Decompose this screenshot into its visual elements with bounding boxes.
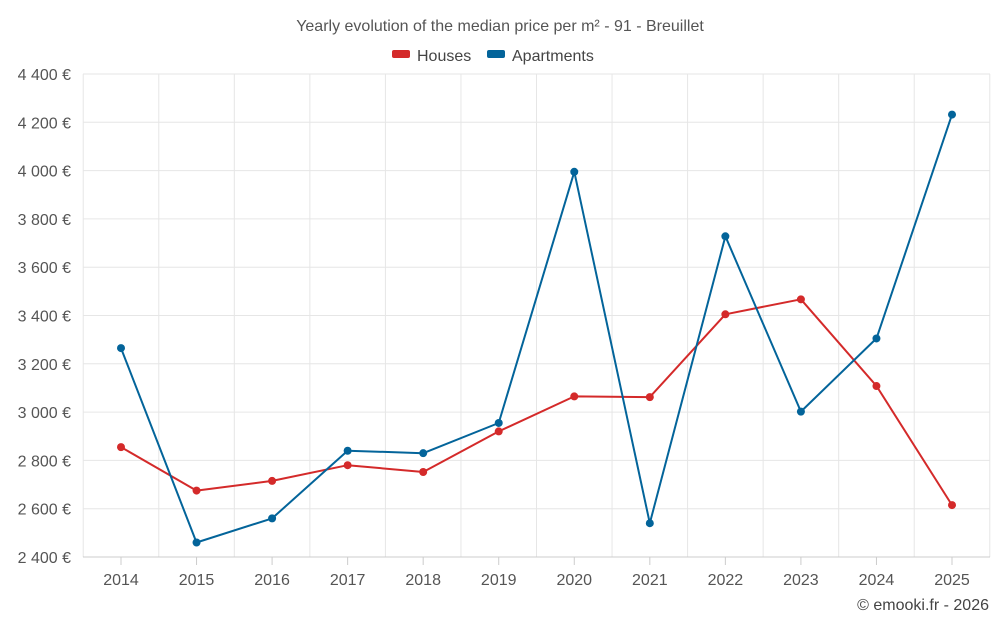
data-point-apartments[interactable] bbox=[872, 334, 881, 343]
data-point-houses[interactable] bbox=[343, 461, 352, 470]
legend-label-houses: Houses bbox=[417, 48, 471, 65]
y-tick-label: 3 200 € bbox=[18, 357, 71, 374]
data-point-apartments[interactable] bbox=[721, 232, 730, 241]
x-tick-label: 2025 bbox=[934, 572, 970, 589]
y-tick-label: 4 400 € bbox=[18, 67, 71, 84]
data-point-apartments[interactable] bbox=[268, 514, 277, 523]
y-tick-label: 2 600 € bbox=[18, 502, 71, 519]
x-tick-label: 2020 bbox=[556, 572, 592, 589]
chart-title: Yearly evolution of the median price per… bbox=[296, 18, 704, 35]
data-point-houses[interactable] bbox=[872, 382, 881, 391]
y-tick-label: 3 400 € bbox=[18, 309, 71, 326]
legend-item-houses[interactable]: Houses bbox=[392, 48, 471, 65]
x-tick-label: 2018 bbox=[405, 572, 441, 589]
y-tick-label: 2 800 € bbox=[18, 453, 71, 470]
data-point-houses[interactable] bbox=[721, 310, 730, 319]
credit-text: © emooki.fr - 2026 bbox=[857, 597, 989, 614]
data-point-houses[interactable] bbox=[570, 392, 579, 401]
legend-item-apartments[interactable]: Apartments bbox=[487, 48, 594, 65]
series-line-apartments bbox=[120, 114, 953, 544]
data-point-houses[interactable] bbox=[268, 476, 277, 485]
data-point-apartments[interactable] bbox=[117, 344, 125, 353]
x-tick-label: 2023 bbox=[783, 572, 819, 589]
data-point-houses[interactable] bbox=[419, 467, 428, 476]
x-tick-label: 2017 bbox=[330, 572, 366, 589]
x-axis-ticks: 2014 2015 2016 2017 2018 2019 2020 2021 2022 2023… bbox=[103, 557, 970, 589]
data-point-apartments[interactable] bbox=[645, 519, 654, 528]
data-point-houses[interactable] bbox=[645, 393, 654, 402]
y-tick-label: 3 600 € bbox=[18, 260, 71, 277]
legend-swatch-apartments bbox=[487, 50, 505, 58]
x-tick-label: 2021 bbox=[632, 572, 668, 589]
legend-label-apartments: Apartments bbox=[512, 48, 594, 65]
data-point-houses[interactable] bbox=[117, 443, 125, 452]
y-tick-label: 3 000 € bbox=[18, 405, 71, 422]
y-tick-label: 3 800 € bbox=[18, 212, 71, 229]
series-line-houses bbox=[120, 298, 953, 506]
y-axis-ticks: 2 400 € 2 600 € 2 800 € 3 000 € 3 200 € 3 400… bbox=[18, 67, 71, 567]
y-tick-label: 4 200 € bbox=[18, 115, 71, 132]
data-point-apartments[interactable] bbox=[419, 449, 428, 458]
legend-swatch-houses bbox=[392, 50, 410, 58]
x-tick-label: 2022 bbox=[708, 572, 744, 589]
data-point-houses[interactable] bbox=[948, 501, 956, 510]
data-point-apartments[interactable] bbox=[948, 110, 956, 119]
x-tick-label: 2016 bbox=[254, 572, 290, 589]
x-tick-label: 2014 bbox=[103, 572, 139, 589]
data-point-houses[interactable] bbox=[494, 427, 503, 436]
x-tick-label: 2019 bbox=[481, 572, 517, 589]
data-point-apartments[interactable] bbox=[570, 167, 579, 176]
grid bbox=[82, 73, 991, 558]
data-point-apartments[interactable] bbox=[343, 446, 352, 455]
legend: Houses Apartments bbox=[392, 48, 594, 65]
data-point-apartments[interactable] bbox=[796, 407, 805, 416]
y-tick-label: 4 000 € bbox=[18, 164, 71, 181]
series-houses bbox=[117, 295, 956, 510]
x-tick-label: 2024 bbox=[859, 572, 895, 589]
series bbox=[117, 110, 956, 547]
data-point-apartments[interactable] bbox=[494, 418, 503, 427]
data-point-houses[interactable] bbox=[796, 295, 805, 304]
data-point-apartments[interactable] bbox=[192, 538, 201, 547]
series-apartments bbox=[117, 110, 956, 547]
data-point-houses[interactable] bbox=[192, 486, 201, 495]
y-tick-label: 2 400 € bbox=[18, 550, 71, 567]
x-tick-label: 2015 bbox=[179, 572, 215, 589]
